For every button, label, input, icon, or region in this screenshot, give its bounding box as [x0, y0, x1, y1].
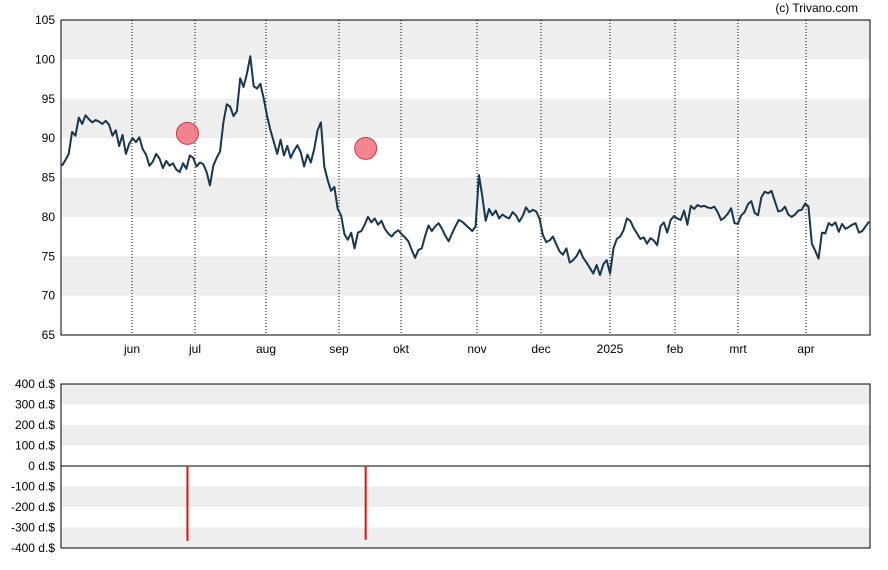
trade-y-tick-label: 200 d.$: [15, 418, 55, 432]
trade-y-tick-label: 100 d.$: [15, 439, 55, 453]
trade-bars: [186, 466, 367, 541]
trade-plot-frame: [60, 383, 871, 549]
price-plot-frame: [60, 19, 871, 336]
price-band: [61, 256, 870, 296]
price-y-tick-label: 85: [42, 171, 56, 185]
price-x-tick-label: mrt: [729, 342, 747, 356]
trade-marker: [175, 121, 199, 145]
price-x-tick-label: nov: [467, 342, 486, 356]
price-y-tick-label: 70: [42, 289, 56, 303]
trade-markers: [175, 121, 378, 160]
price-y-tick-label: 105: [35, 13, 55, 27]
trade-y-tick-label: -400 d.$: [11, 541, 55, 555]
trade-band: [61, 527, 870, 548]
price-y-tick-label: 65: [42, 328, 56, 342]
price-x-tick-label: feb: [667, 342, 684, 356]
trade-marker: [354, 136, 378, 160]
price-x-tick-label: aug: [256, 342, 276, 356]
price-y-tick-label: 75: [42, 249, 56, 263]
price-x-axis: jun jul aug sep okt nov dec 2025 feb mrt apr: [123, 342, 815, 356]
price-band: [61, 177, 870, 217]
price-y-tick-label: 100: [35, 52, 55, 66]
price-x-tick-label: okt: [393, 342, 410, 356]
trade-y-tick-label: 400 d.$: [15, 377, 55, 391]
trade-band: [61, 384, 870, 405]
copyright-label: (c) Trivano.com: [775, 1, 858, 15]
price-x-tick-label: dec: [531, 342, 550, 356]
price-y-tick-label: 95: [42, 92, 56, 106]
price-y-axis: 65 70 75 80 85 90 95 100 105: [35, 13, 55, 342]
trade-band: [61, 425, 870, 446]
trade-band: [61, 486, 870, 507]
trade-y-tick-label: 0 d.$: [28, 459, 55, 473]
trade-y-tick-label: -300 d.$: [11, 521, 55, 535]
trade-y-axis: 400 d.$ 300 d.$ 200 d.$ 100 d.$ 0 d.$ -100 d.…: [11, 377, 55, 555]
price-x-tick-label: apr: [797, 342, 814, 356]
trade-background-bands: [61, 384, 870, 548]
price-y-tick-label: 90: [42, 131, 56, 145]
trade-y-tick-label: -100 d.$: [11, 480, 55, 494]
price-series-line: [61, 55, 870, 277]
price-x-tick-label: sep: [329, 342, 349, 356]
trade-y-tick-label: 300 d.$: [15, 398, 55, 412]
price-x-tick-label: jun: [123, 342, 140, 356]
price-x-tick-label: 2025: [597, 342, 624, 356]
price-background-bands: [61, 20, 870, 296]
price-y-tick-label: 80: [42, 210, 56, 224]
price-band: [61, 20, 870, 60]
trade-y-tick-label: -200 d.$: [11, 500, 55, 514]
price-x-tick-label: jul: [188, 342, 201, 356]
